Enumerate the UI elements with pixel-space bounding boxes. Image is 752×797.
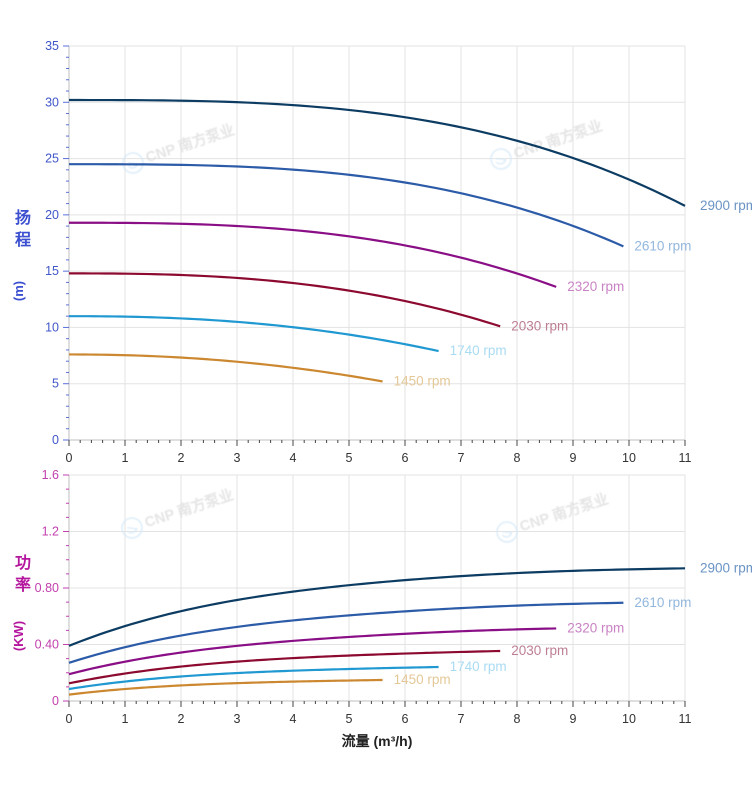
svg-text:0: 0 <box>66 451 73 465</box>
svg-text:2320 rpm: 2320 rpm <box>567 279 624 294</box>
svg-text:35: 35 <box>45 39 59 53</box>
svg-text:1.6: 1.6 <box>42 468 59 482</box>
svg-text:5: 5 <box>346 712 353 726</box>
svg-text:扬: 扬 <box>15 208 31 227</box>
svg-text:6: 6 <box>402 712 409 726</box>
svg-text:10: 10 <box>622 451 636 465</box>
svg-text:(m): (m) <box>11 281 26 301</box>
svg-text:2900 rpm: 2900 rpm <box>700 560 752 575</box>
svg-text:1740 rpm: 1740 rpm <box>450 343 507 358</box>
svg-text:20: 20 <box>45 208 59 222</box>
svg-text:2: 2 <box>178 712 185 726</box>
svg-text:8: 8 <box>514 451 521 465</box>
svg-text:2610 rpm: 2610 rpm <box>634 595 691 610</box>
svg-text:0.40: 0.40 <box>35 638 59 652</box>
svg-text:0: 0 <box>66 712 73 726</box>
svg-text:2030 rpm: 2030 rpm <box>511 643 568 658</box>
svg-text:30: 30 <box>45 95 59 109</box>
svg-text:2610 rpm: 2610 rpm <box>634 238 691 253</box>
svg-text:1: 1 <box>122 451 129 465</box>
svg-text:15: 15 <box>45 264 59 278</box>
svg-text:功: 功 <box>15 554 31 572</box>
svg-text:(KW): (KW) <box>11 621 26 651</box>
svg-text:4: 4 <box>290 451 297 465</box>
svg-text:2320 rpm: 2320 rpm <box>567 620 624 635</box>
svg-text:1.2: 1.2 <box>42 525 59 539</box>
svg-text:2030 rpm: 2030 rpm <box>511 318 568 333</box>
svg-text:7: 7 <box>458 712 465 726</box>
svg-text:1450 rpm: 1450 rpm <box>394 672 451 687</box>
svg-text:流量 (m³/h): 流量 (m³/h) <box>342 733 413 749</box>
svg-text:10: 10 <box>45 320 59 334</box>
svg-text:9: 9 <box>570 451 577 465</box>
svg-text:11: 11 <box>679 451 692 465</box>
svg-text:4: 4 <box>290 712 297 726</box>
svg-text:3: 3 <box>234 451 241 465</box>
svg-text:6: 6 <box>402 451 409 465</box>
svg-text:11: 11 <box>679 712 692 726</box>
svg-text:3: 3 <box>234 712 241 726</box>
svg-text:25: 25 <box>45 152 59 166</box>
svg-text:9: 9 <box>570 712 577 726</box>
svg-text:率: 率 <box>15 575 31 594</box>
svg-text:8: 8 <box>514 712 521 726</box>
svg-text:1: 1 <box>122 712 129 726</box>
svg-text:5: 5 <box>52 377 59 391</box>
svg-text:10: 10 <box>622 712 636 726</box>
svg-text:7: 7 <box>458 451 465 465</box>
svg-text:0: 0 <box>52 433 59 447</box>
svg-text:5: 5 <box>346 451 353 465</box>
svg-text:程: 程 <box>15 231 31 249</box>
svg-text:2900 rpm: 2900 rpm <box>700 198 752 213</box>
svg-text:0: 0 <box>52 694 59 708</box>
svg-text:1740 rpm: 1740 rpm <box>450 659 507 674</box>
svg-text:0.80: 0.80 <box>35 581 59 595</box>
svg-text:2: 2 <box>178 451 185 465</box>
svg-text:1450 rpm: 1450 rpm <box>394 373 451 388</box>
